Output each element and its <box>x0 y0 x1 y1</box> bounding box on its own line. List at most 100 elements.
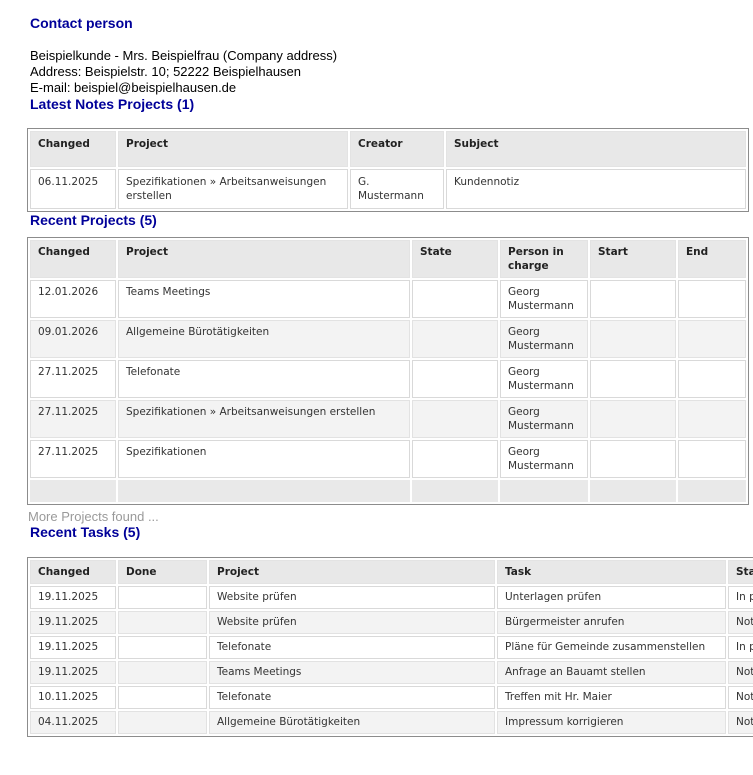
column-header-changed: Changed <box>30 131 116 167</box>
column-header-creator: Creator <box>350 131 444 167</box>
contact-info: Beispielkunde - Mrs. Beispielfrau (Compa… <box>30 48 753 96</box>
cell-changed: 27.11.2025 <box>30 400 116 438</box>
column-header-end: End <box>678 240 746 278</box>
table-row[interactable]: 12.01.2026 Teams Meetings Georg Mustermann <box>30 280 746 318</box>
footer-cell <box>118 480 410 502</box>
table-row[interactable]: 09.01.2026 Allgemeine Bürotätigkeiten Geor… <box>30 320 746 358</box>
cell-stat: Not <box>728 686 753 709</box>
cell-project: Website prüfen <box>209 611 495 634</box>
table-footer-row <box>30 480 746 502</box>
column-header-state: State <box>412 240 498 278</box>
recent-projects-heading: Recent Projects (5) <box>30 212 157 228</box>
column-header-done: Done <box>118 560 207 584</box>
column-header-person-in-charge: Person in charge <box>500 240 588 278</box>
cell-project: Spezifikationen <box>118 440 410 478</box>
cell-end <box>678 360 746 398</box>
column-header-project: Project <box>209 560 495 584</box>
table-row[interactable]: 27.11.2025 Spezifikationen » Arbeitsanwei… <box>30 400 746 438</box>
cell-stat: Not <box>728 711 753 734</box>
cell-person-in-charge: Georg Mustermann <box>500 320 588 358</box>
cell-changed: 19.11.2025 <box>30 611 116 634</box>
column-header-changed: Changed <box>30 560 116 584</box>
column-header-start: Start <box>590 240 676 278</box>
cell-project: Teams Meetings <box>118 280 410 318</box>
footer-cell <box>500 480 588 502</box>
column-header-project: Project <box>118 240 410 278</box>
cell-state <box>412 320 498 358</box>
table-row[interactable]: 19.11.2025 Website prüfen Bürgermeister an… <box>30 611 753 634</box>
cell-done <box>118 586 207 609</box>
footer-cell <box>590 480 676 502</box>
cell-person-in-charge: Georg Mustermann <box>500 440 588 478</box>
cell-task: Unterlagen prüfen <box>497 586 726 609</box>
cell-task: Treffen mit Hr. Maier <box>497 686 726 709</box>
cell-changed: 19.11.2025 <box>30 661 116 684</box>
recent-tasks-table: ChangedDoneProjectTaskStat19.11.2025Webs… <box>27 557 753 737</box>
cell-task: Bürgermeister anrufen <box>497 611 726 634</box>
table-row[interactable]: 19.11.2025 Teams Meetings Anfrage an Bauam… <box>30 661 753 684</box>
cell-stat: In p <box>728 586 753 609</box>
cell-state <box>412 280 498 318</box>
table-row[interactable]: 19.11.2025 Telefonate Pläne für Gemeinde z… <box>30 636 753 659</box>
cell-project: Teams Meetings <box>209 661 495 684</box>
table-row[interactable]: 27.11.2025 Spezifikationen Georg Musterman… <box>30 440 746 478</box>
cell-start <box>590 320 676 358</box>
cell-person-in-charge: Georg Mustermann <box>500 360 588 398</box>
cell-project: Allgemeine Bürotätigkeiten <box>209 711 495 734</box>
cell-end <box>678 400 746 438</box>
contact-person-heading: Contact person <box>30 15 133 31</box>
cell-end <box>678 280 746 318</box>
contact-email-line: E-mail: beispiel@beispielhausen.de <box>30 80 237 95</box>
cell-task: Impressum korrigieren <box>497 711 726 734</box>
cell-state <box>412 360 498 398</box>
cell-state <box>412 440 498 478</box>
cell-end <box>678 320 746 358</box>
column-header-subject: Subject <box>446 131 746 167</box>
cell-task: Pläne für Gemeinde zusammenstellen <box>497 636 726 659</box>
column-header-stat: Stat <box>728 560 753 584</box>
cell-changed: 10.11.2025 <box>30 686 116 709</box>
footer-cell <box>678 480 746 502</box>
table-row[interactable]: 06.11.2025 Spezifikationen » Arbeitsanwei… <box>30 169 746 209</box>
cell-project: Telefonate <box>118 360 410 398</box>
table-header-row: Changed Project Creator Subject <box>30 131 746 167</box>
column-header-project: Project <box>118 131 348 167</box>
column-header-changed: Changed <box>30 240 116 278</box>
table-header-row: ChangedDoneProjectTaskStat <box>30 560 753 584</box>
table-row[interactable]: 10.11.2025 Telefonate Treffen mit Hr. Maie… <box>30 686 753 709</box>
cell-changed: 06.11.2025 <box>30 169 116 209</box>
cell-start <box>590 400 676 438</box>
cell-start <box>590 440 676 478</box>
cell-start <box>590 280 676 318</box>
table-row[interactable]: 19.11.2025 Website prüfen Unterlagen prüfe… <box>30 586 753 609</box>
latest-notes-table: Changed Project Creator Subject 06.11.2025 Sp… <box>27 128 749 212</box>
cell-changed: 27.11.2025 <box>30 440 116 478</box>
cell-person-in-charge: Georg Mustermann <box>500 280 588 318</box>
cell-end <box>678 440 746 478</box>
contact-address-line: Address: Beispielstr. 10; 52222 Beispiel… <box>30 64 302 79</box>
cell-stat: Not <box>728 611 753 634</box>
cell-project: Spezifikationen » Arbeitsanweisungen ers… <box>118 400 410 438</box>
recent-projects-table: Changed Project State Person in charge Start… <box>27 237 749 505</box>
table-row[interactable]: 27.11.2025 Telefonate Georg Mustermann <box>30 360 746 398</box>
cell-person-in-charge: Georg Mustermann <box>500 400 588 438</box>
cell-changed: 27.11.2025 <box>30 360 116 398</box>
cell-done <box>118 636 207 659</box>
table-row[interactable]: 04.11.2025 Allgemeine Bürotätigkeiten Impr… <box>30 711 753 734</box>
cell-done <box>118 686 207 709</box>
cell-subject: Kundennotiz <box>446 169 746 209</box>
cell-task: Anfrage an Bauamt stellen <box>497 661 726 684</box>
latest-notes-heading: Latest Notes Projects (1) <box>30 96 195 112</box>
cell-changed: 12.01.2026 <box>30 280 116 318</box>
contact-company-line: Beispielkunde - Mrs. Beispielfrau (Compa… <box>30 48 338 63</box>
cell-done <box>118 661 207 684</box>
cell-creator: G. Mustermann <box>350 169 444 209</box>
cell-done <box>118 611 207 634</box>
cell-project: Spezifikationen » Arbeitsanweisungen ers… <box>118 169 348 209</box>
cell-project: Allgemeine Bürotätigkeiten <box>118 320 410 358</box>
more-projects-note: More Projects found ... <box>28 509 159 524</box>
cell-changed: 19.11.2025 <box>30 636 116 659</box>
recent-tasks-heading: Recent Tasks (5) <box>30 524 141 540</box>
cell-stat: Not <box>728 661 753 684</box>
